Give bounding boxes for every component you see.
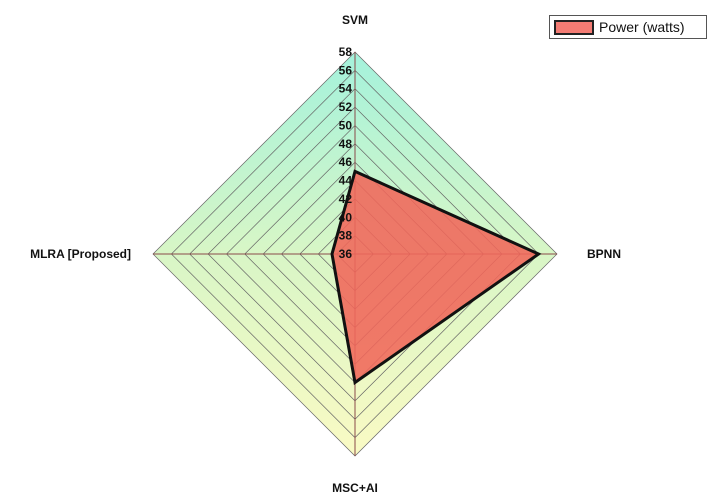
radar-series [330,169,542,386]
tick-label-48: 48 [339,137,353,151]
tick-label-36: 36 [339,247,353,261]
tick-label-44: 44 [339,174,353,188]
legend-swatch [554,19,594,35]
axis-label-bpnn: BPNN [587,247,621,261]
tick-label-52: 52 [339,100,353,114]
tick-label-50: 50 [339,119,353,133]
radar-axis-labels: SVM BPNN MSC+AI MLRA [Proposed] [30,13,621,495]
tick-label-38: 38 [339,229,353,243]
axis-label-msc-ai: MSC+AI [332,481,378,495]
tick-label-42: 42 [339,192,353,206]
series-area-0 [330,169,542,386]
axis-label-svm: SVM [342,13,368,27]
tick-label-56: 56 [339,63,353,77]
axis-label-mlra-proposed: MLRA [Proposed] [30,247,131,261]
tick-label-58: 58 [339,45,353,59]
legend: Power (watts) [549,15,707,39]
tick-label-40: 40 [339,210,353,224]
tick-label-54: 54 [339,82,353,96]
tick-label-46: 46 [339,155,353,169]
radar-tick-labels: 36 38 40 42 44 46 48 50 52 54 56 58 [339,45,353,261]
legend-label: Power (watts) [599,19,685,35]
